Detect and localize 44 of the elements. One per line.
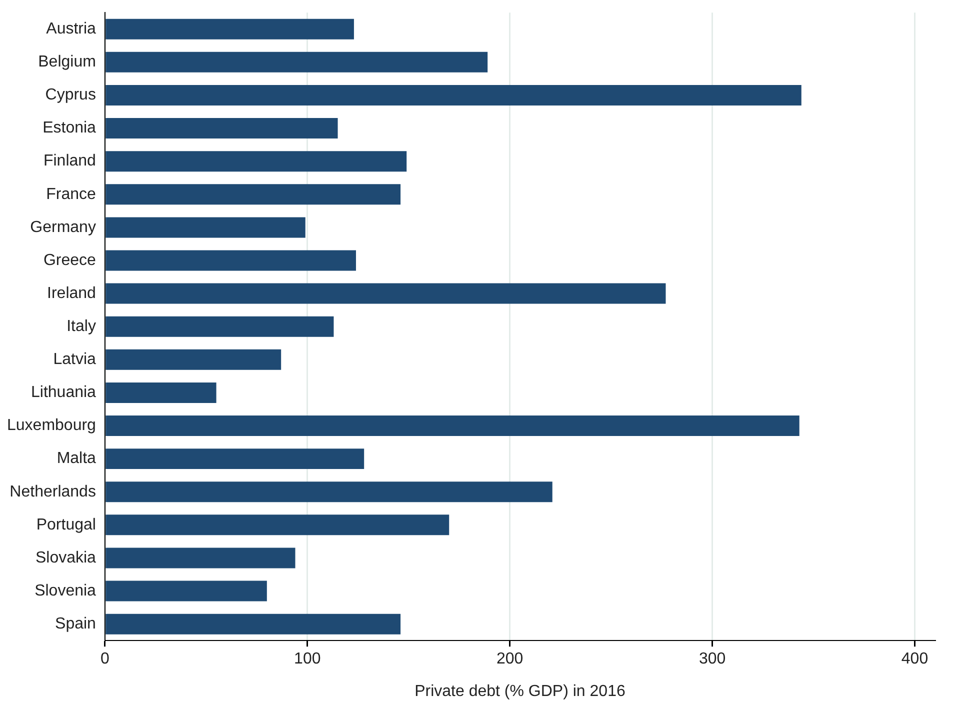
y-tick-label: Finland <box>43 152 96 170</box>
bar <box>106 52 488 72</box>
y-tick-label: Netherlands <box>10 483 96 500</box>
y-tick-label: Latvia <box>53 351 96 368</box>
bar <box>106 250 356 271</box>
y-tick-label: Estonia <box>42 120 96 137</box>
y-tick-label: Malta <box>56 450 96 468</box>
y-tick-label: Belgium <box>38 54 96 71</box>
y-tick-label: Germany <box>30 218 96 236</box>
bar <box>106 614 401 634</box>
y-tick-label: Luxembourg <box>6 417 96 434</box>
bar <box>106 184 401 205</box>
bar <box>106 316 334 337</box>
x-tick-label: 300 <box>698 650 726 668</box>
x-axis-title: Private debt (% GDP) in 2016 <box>414 682 626 700</box>
bar <box>106 283 666 304</box>
bar <box>106 84 802 106</box>
bar <box>106 118 338 139</box>
bar <box>106 448 364 470</box>
y-tick-label: France <box>46 186 96 203</box>
y-tick-label: Slovenia <box>34 582 96 600</box>
y-tick-label: Greece <box>43 252 96 269</box>
y-tick-label: Italy <box>66 318 96 336</box>
bar <box>106 482 552 502</box>
y-tick-label: Cyprus <box>45 86 96 104</box>
x-tick-label: 100 <box>294 650 321 668</box>
bar <box>106 382 216 403</box>
x-tick-label: 200 <box>496 650 524 668</box>
y-tick-label: Lithuania <box>30 384 96 402</box>
bar <box>106 217 306 238</box>
bar <box>106 349 282 370</box>
x-tick-label: 400 <box>901 650 928 668</box>
x-tick-label: 0 <box>100 650 110 668</box>
bar <box>106 580 267 602</box>
bar <box>106 514 450 536</box>
bar <box>106 548 296 568</box>
y-tick-label: Austria <box>46 20 96 38</box>
bar <box>106 18 354 40</box>
y-tick-label: Ireland <box>47 284 96 302</box>
bar <box>106 151 407 172</box>
y-tick-label: Slovakia <box>35 549 96 566</box>
y-tick-label: Portugal <box>36 516 96 534</box>
y-tick-label: Spain <box>55 615 96 632</box>
bar <box>106 416 800 436</box>
